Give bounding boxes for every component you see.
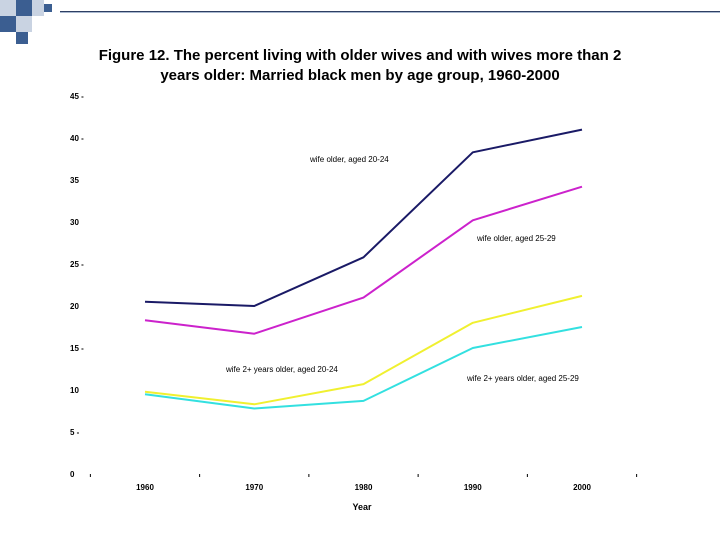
x-tick-label: 1970 (245, 483, 263, 492)
corner-decoration (0, 0, 52, 44)
y-tick-label: 10 (70, 386, 79, 395)
chart-title-line-1: Figure 12. The percent living with older… (98, 47, 622, 64)
y-tick-label: 0 (70, 470, 75, 479)
y-tick-label: 15 - (70, 344, 84, 353)
x-tick-label: 1980 (355, 483, 373, 492)
corner-square (16, 16, 32, 32)
y-tick-label: 25 - (70, 260, 84, 269)
series-label-4: wife 2+ years older, aged 25-29 (466, 374, 579, 383)
header-rule (60, 11, 720, 13)
series-label-2: wife older, aged 25-29 (476, 234, 556, 243)
y-tick-label: 20 (70, 302, 79, 311)
chart-title-line-2: years older: Married black men by age gr… (160, 67, 560, 84)
chart-title: Figure 12. The percent living with older… (60, 46, 660, 86)
y-tick-label: 5 - (70, 428, 80, 437)
series-label-3: wife 2+ years older, aged 20-24 (225, 365, 338, 374)
x-tick-label: 2000 (573, 483, 591, 492)
series-line-1 (144, 128, 583, 307)
corner-square (0, 16, 16, 32)
x-tick-label: 1960 (136, 483, 154, 492)
x-axis-title: Year (352, 502, 372, 512)
corner-square (16, 0, 32, 16)
y-tick-label: 35 (70, 176, 79, 185)
corner-square (44, 4, 52, 12)
series-line-4 (144, 326, 583, 410)
series-line-2 (144, 185, 583, 335)
y-axis-ticks: 0 5 - 10 15 - 20 25 - 30 35 40 - 45 - (70, 92, 84, 479)
corner-square (16, 32, 28, 44)
corner-square (0, 0, 16, 16)
corner-square (32, 0, 44, 16)
x-tick-label: 1990 (464, 483, 482, 492)
y-tick-label: 45 - (70, 92, 84, 101)
y-tick-label: 40 - (70, 134, 84, 143)
series-label-1: wife older, aged 20-24 (309, 155, 389, 164)
y-tick-label: 30 (70, 218, 79, 227)
x-axis-ticks: 1960 1970 1980 1990 2000 (89, 474, 638, 492)
series-line-3 (144, 294, 583, 406)
series-lines (144, 128, 583, 410)
series-labels: wife older, aged 20-24 wife older, aged 2… (225, 155, 579, 383)
